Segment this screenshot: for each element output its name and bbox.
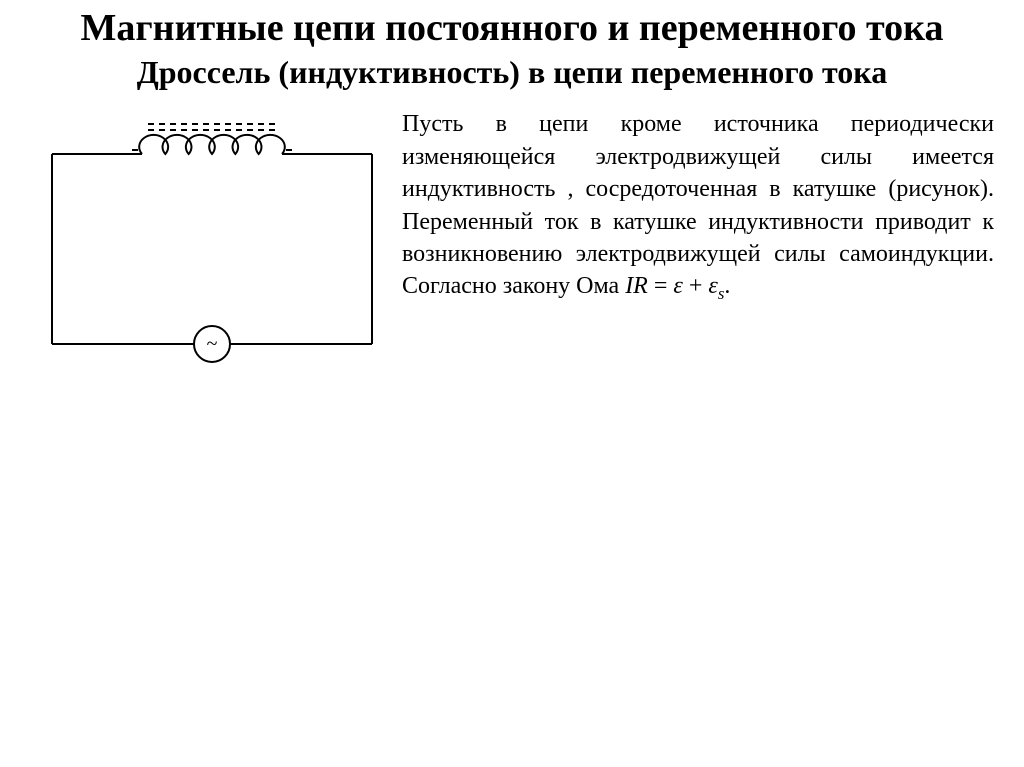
circuit-figure: ~ — [24, 114, 392, 374]
body-text: Пусть в цепи кроме источника периодическ… — [392, 108, 1000, 374]
page-subtitle: Дроссель (индуктивность) в цепи переменн… — [24, 54, 1000, 91]
svg-text:~: ~ — [207, 333, 218, 355]
content-area: ~ Пусть в цепи кроме источника периодиче… — [24, 114, 1000, 374]
page-title: Магнитные цепи постоянного и переменного… — [24, 6, 1000, 52]
